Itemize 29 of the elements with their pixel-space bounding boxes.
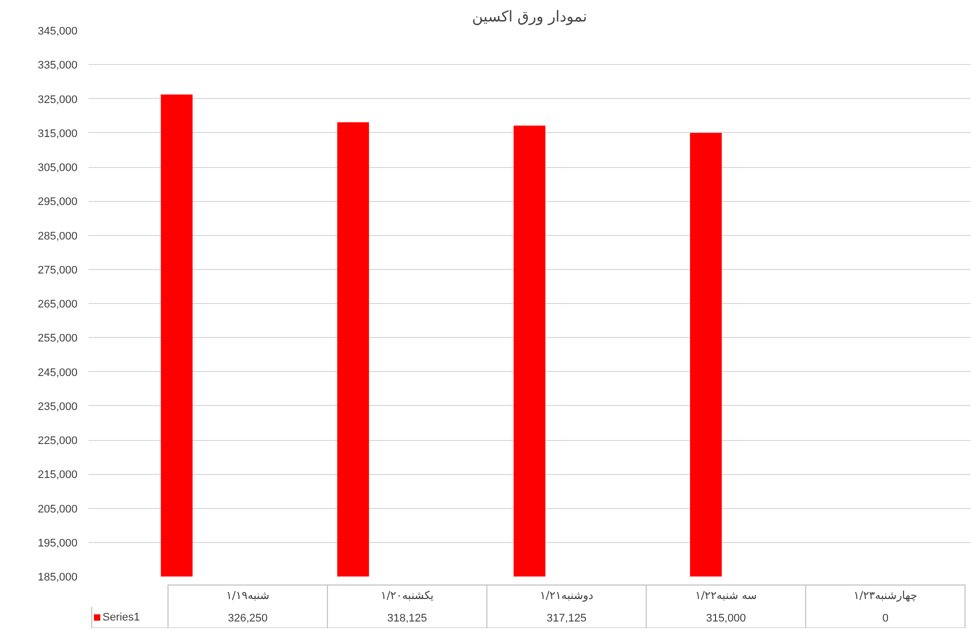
y-tick-label: 245,000 [38, 366, 78, 379]
y-tick-label: 195,000 [38, 537, 78, 550]
y-tick-label: 255,000 [38, 332, 78, 345]
x-tick-label: سه شنبه۱/۲۲ [695, 589, 757, 602]
y-tick-label: 185,000 [38, 572, 78, 584]
y-tick-label: 315,000 [38, 128, 78, 140]
x-tick-label: شنبه۱/۱۹ [226, 589, 270, 602]
x-tick-label: دوشنبه۱/۲۱ [540, 589, 594, 602]
y-tick-label: 205,000 [38, 503, 78, 516]
y-tick-label: 275,000 [38, 264, 78, 276]
y-tick-label: 325,000 [38, 94, 78, 106]
y-tick-label: 215,000 [38, 469, 78, 482]
data-label: 326,250 [228, 612, 268, 624]
data-label: 317,125 [546, 612, 586, 624]
data-label: 318,125 [387, 612, 428, 624]
text: 0 [882, 612, 888, 624]
y-tick-label: 295,000 [38, 196, 78, 208]
y-tick-label: 345,000 [38, 26, 78, 38]
x-tick-label: چهارشنبه۱/۲۳ [854, 589, 918, 602]
x-tick-label: یکشنبه۱/۲۰ [380, 589, 434, 602]
legend-label: Series1 [102, 612, 140, 624]
y-tick-label: 225,000 [38, 435, 78, 447]
data-label: 315,000 [706, 612, 746, 624]
y-tick-label: 235,000 [38, 400, 78, 413]
y-tick-label: 305,000 [38, 162, 78, 174]
y-tick-label: 285,000 [38, 230, 78, 242]
y-tick-label: 265,000 [38, 298, 78, 310]
chart-title: نمودار ورق اکسین [472, 8, 587, 26]
y-tick-label: 335,000 [38, 60, 78, 72]
